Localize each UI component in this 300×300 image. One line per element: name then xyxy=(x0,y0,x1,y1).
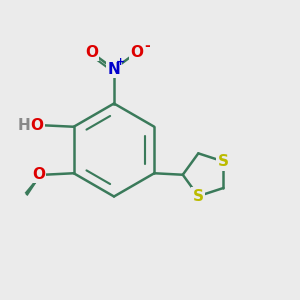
Text: S: S xyxy=(218,154,229,169)
Text: O: O xyxy=(130,45,143,60)
Text: H: H xyxy=(17,118,30,133)
Text: O: O xyxy=(32,167,45,182)
Text: S: S xyxy=(193,189,204,204)
Text: +: + xyxy=(116,57,125,68)
Text: N: N xyxy=(108,61,120,76)
Text: O: O xyxy=(85,45,98,60)
Text: -: - xyxy=(144,40,150,53)
Text: O: O xyxy=(31,118,44,133)
